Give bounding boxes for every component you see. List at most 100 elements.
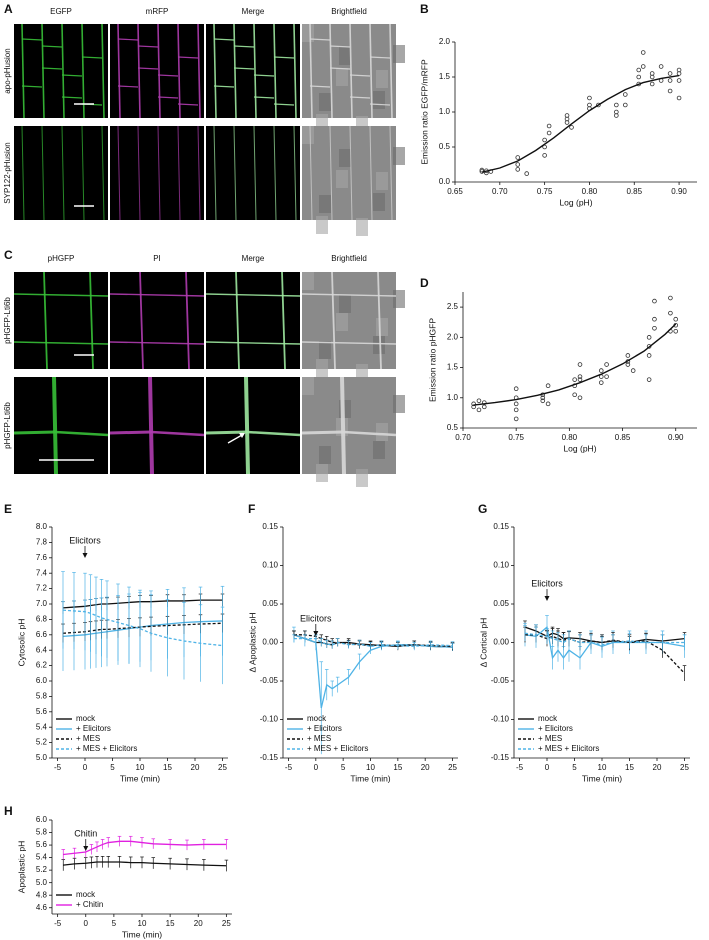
column-label: Merge [242, 254, 265, 263]
data-point [515, 155, 521, 160]
y-axis-label: Emission ratio pHGFP [427, 318, 437, 402]
data-point [676, 78, 682, 83]
legend-label: + Elicitors [76, 724, 111, 733]
y-tick-label: 5.6 [36, 840, 48, 849]
arrow-head [313, 631, 319, 636]
texture [302, 377, 314, 395]
data-point [540, 398, 546, 404]
legend-label: + Chitin [76, 900, 103, 909]
cell-wall [273, 23, 277, 119]
x-tick-label: 0.70 [492, 187, 508, 196]
cell-wall [253, 23, 257, 119]
y-tick-label: 0.15 [262, 522, 278, 531]
cell-wall [340, 376, 346, 475]
data-point [649, 71, 655, 76]
y-tick-label: 0.00 [262, 638, 278, 647]
data-point [577, 362, 583, 367]
cell-wall [117, 38, 139, 41]
micrograph [206, 23, 300, 119]
cell-wall [81, 56, 103, 59]
cell-wall [205, 341, 301, 345]
cell-wall [293, 125, 297, 221]
micrograph [109, 376, 205, 475]
column-label: Brightfield [331, 254, 367, 263]
cell-wall [137, 125, 141, 221]
data-point [676, 67, 682, 73]
cell-wall [309, 85, 331, 88]
texture [373, 193, 385, 211]
micrograph [205, 376, 301, 475]
y-tick-label: 5.4 [36, 853, 48, 862]
data-point [476, 398, 482, 404]
data-point [625, 353, 631, 358]
cell-wall [197, 125, 201, 221]
cell-wall [101, 23, 105, 119]
data-point [649, 81, 655, 87]
y-tick-label: 4.6 [36, 903, 48, 912]
arrow [227, 434, 243, 444]
annotation: Elicitors [531, 578, 563, 588]
cell-wall [246, 430, 301, 437]
image-frame [110, 126, 204, 220]
texture [376, 70, 388, 88]
data-point [652, 316, 657, 322]
cell-wall [213, 38, 235, 41]
texture [339, 295, 351, 313]
panel-letter: C [4, 248, 13, 262]
data-point [572, 392, 577, 398]
texture [393, 147, 405, 165]
texture [336, 68, 348, 86]
y-tick-label: 0.5 [447, 423, 459, 432]
texture [316, 464, 328, 482]
image-frame [206, 272, 300, 369]
data-point [667, 88, 673, 94]
y-tick-label: 8.0 [36, 522, 48, 531]
texture [373, 441, 385, 459]
y-tick-label: -0.15 [491, 753, 510, 762]
data-point [640, 64, 646, 69]
y-tick-label: 0.15 [493, 522, 509, 531]
data-point [513, 416, 519, 422]
data-point [545, 401, 551, 407]
y-tick-label: 4.8 [36, 890, 48, 899]
texture [339, 149, 351, 167]
row-label: pHGFP-Lti6b [3, 297, 12, 344]
y-tick-label: 5.0 [36, 753, 48, 762]
data-point [622, 102, 628, 108]
x-tick-label: 0.65 [447, 187, 463, 196]
x-tick-label: -5 [54, 919, 62, 928]
data-point [652, 325, 657, 331]
data-point [545, 383, 551, 388]
x-tick-label: -5 [516, 763, 524, 772]
micrograph [109, 271, 205, 370]
data-point [476, 407, 482, 413]
y-tick-label: 2.5 [447, 302, 459, 311]
y-tick-label: 1.5 [439, 72, 451, 81]
data-point [652, 298, 657, 304]
legend-label: + MES + Elicitors [76, 744, 137, 753]
cell-wall [235, 271, 240, 370]
legend-label: mock [76, 714, 96, 723]
cell-wall [101, 125, 105, 221]
data-point [646, 377, 652, 382]
cell-wall [369, 103, 391, 106]
x-tick-label: 0.85 [626, 187, 642, 196]
cell-wall [177, 103, 199, 106]
cell-wall [157, 74, 179, 77]
column-label: PI [153, 254, 161, 263]
cell-wall [329, 67, 351, 70]
y-tick-label: 7.4 [36, 568, 48, 577]
x-tick-label: 0.90 [671, 187, 687, 196]
data-point [658, 64, 664, 69]
x-tick-label: 15 [163, 763, 172, 772]
column-label: Brightfield [331, 7, 367, 16]
panel-letter: D [420, 276, 429, 290]
y-tick-label: 5.4 [36, 722, 48, 731]
fit-line [473, 323, 677, 406]
series-line [63, 861, 227, 867]
y-axis-label: Cytosolic pH [16, 619, 26, 667]
legend-label: + MES [76, 734, 100, 743]
y-tick-label: 5.2 [36, 865, 48, 874]
y-tick-label: 0.10 [493, 561, 509, 570]
cell-wall [213, 85, 235, 88]
